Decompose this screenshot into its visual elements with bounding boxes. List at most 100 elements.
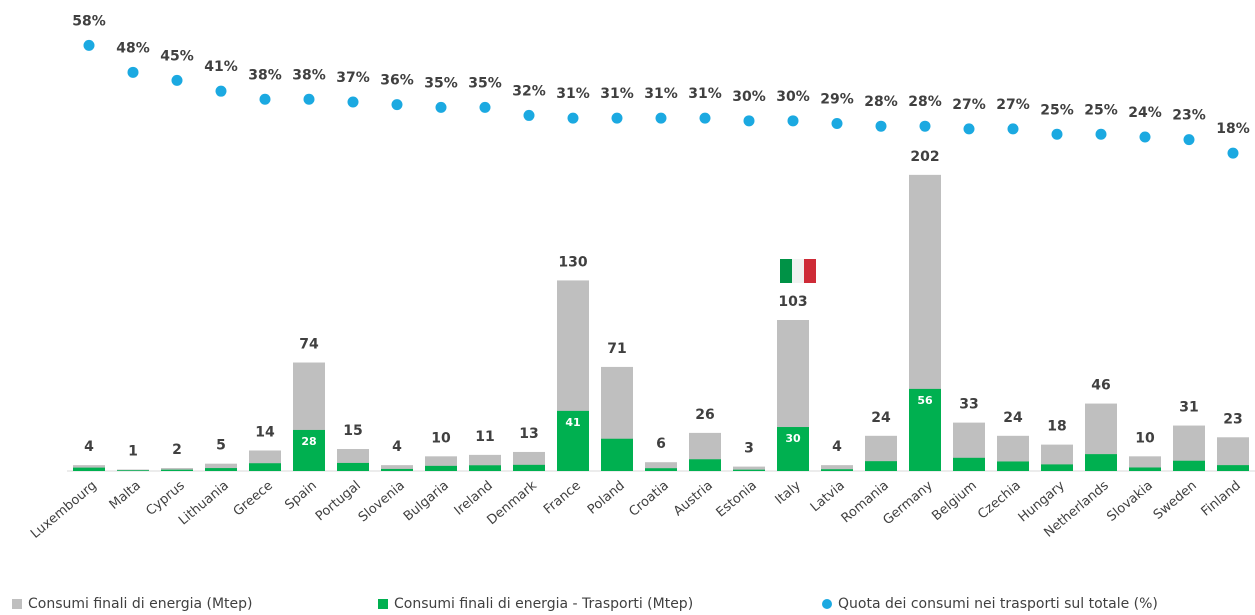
x-tick-label: Finland [1199, 478, 1244, 519]
bar-label: 103 [778, 294, 807, 310]
dot-label: 23% [1172, 108, 1206, 124]
bar-label: 33 [959, 397, 978, 413]
x-tick-label: Italy [773, 478, 804, 508]
dot [171, 74, 183, 86]
bar [381, 468, 413, 471]
x-tick-label: Slovakia [1104, 478, 1155, 525]
dot [611, 112, 623, 124]
dot [1007, 123, 1019, 135]
bar [1217, 465, 1249, 471]
bar [997, 461, 1029, 471]
x-tick-label: Germany [880, 478, 936, 528]
x-tick-label: Latvia [808, 478, 848, 515]
x-tick-label: Estonia [714, 478, 760, 520]
x-tick-label: Belgium [929, 478, 979, 524]
bar-label: 202 [910, 149, 939, 165]
bar-label: 28 [301, 435, 316, 448]
bar [73, 467, 105, 471]
dot-label: 35% [424, 75, 458, 91]
dot-label: 31% [556, 86, 590, 102]
bar [205, 468, 237, 471]
dot-label: 31% [688, 86, 722, 102]
x-tick-label: Luxembourg [28, 478, 100, 542]
bar [821, 465, 853, 471]
dot-label: 38% [292, 67, 326, 83]
bar [337, 462, 369, 471]
dot [303, 93, 315, 105]
dot-label: 32% [512, 83, 546, 99]
bar [205, 463, 237, 471]
dot [127, 66, 139, 78]
bar [1041, 464, 1073, 471]
dot-label: 45% [160, 48, 194, 64]
dot-label: 30% [732, 89, 766, 105]
bar [601, 438, 633, 471]
dot-label: 41% [204, 59, 238, 75]
x-tick-label: Portugal [313, 478, 364, 524]
dot [1095, 128, 1107, 140]
dot [1139, 131, 1151, 143]
legend-marker [12, 599, 22, 609]
bar-label: 4 [392, 439, 402, 455]
legend-label: Consumi finali di energia (Mtep) [28, 596, 253, 612]
bar-label: 14 [255, 424, 275, 440]
dot [391, 99, 403, 111]
bar [1173, 460, 1205, 471]
bar-label: 71 [607, 341, 626, 357]
dot [1183, 134, 1195, 146]
x-tick-label: France [541, 478, 584, 517]
dot-label: 25% [1084, 102, 1118, 118]
legend-marker [378, 599, 388, 609]
bar [249, 463, 281, 471]
bar-label: 6 [656, 436, 666, 452]
bar-label: 2 [172, 442, 182, 458]
bar [381, 465, 413, 471]
dot [215, 85, 227, 97]
bar [557, 410, 589, 471]
x-tick-label: Bulgaria [401, 478, 452, 524]
dot [875, 120, 887, 132]
dot [655, 112, 667, 124]
x-tick-label: Malta [107, 478, 144, 513]
bar [865, 461, 897, 471]
dot-label: 24% [1128, 105, 1162, 121]
bar-label: 74 [299, 337, 319, 353]
x-tick-label: Greece [231, 478, 276, 519]
bar-label: 31 [1179, 400, 1198, 416]
dot [1227, 147, 1239, 159]
dot-label: 31% [600, 86, 634, 102]
bar-label: 10 [431, 430, 451, 446]
bar [425, 465, 457, 471]
legend-marker [822, 599, 832, 609]
x-tick-label: Croatia [626, 478, 671, 520]
dot-label: 38% [248, 67, 282, 83]
bar-label: 13 [519, 426, 538, 442]
bar-label: 56 [917, 394, 933, 407]
bar-label: 46 [1091, 378, 1110, 394]
dot [699, 112, 711, 124]
bar [1085, 454, 1117, 471]
bar [645, 462, 677, 471]
bar [645, 468, 677, 471]
bar [513, 464, 545, 471]
dot [259, 93, 271, 105]
dot [523, 109, 535, 121]
dot [83, 39, 95, 51]
bar [821, 469, 853, 471]
dot-label: 36% [380, 73, 414, 89]
bar [733, 466, 765, 471]
bar-label: 1 [128, 444, 138, 460]
italy-flag [780, 259, 816, 283]
bar-label: 5 [216, 438, 226, 454]
dot [963, 123, 975, 135]
dot-label: 30% [776, 89, 810, 105]
x-tick-label: Slovenia [356, 478, 408, 525]
bar-label: 23 [1223, 411, 1242, 427]
dot [567, 112, 579, 124]
bar-label: 24 [871, 410, 891, 426]
dot-label: 25% [1040, 102, 1074, 118]
bar-label: 24 [1003, 410, 1023, 426]
dot-label: 31% [644, 86, 678, 102]
bar [733, 469, 765, 471]
